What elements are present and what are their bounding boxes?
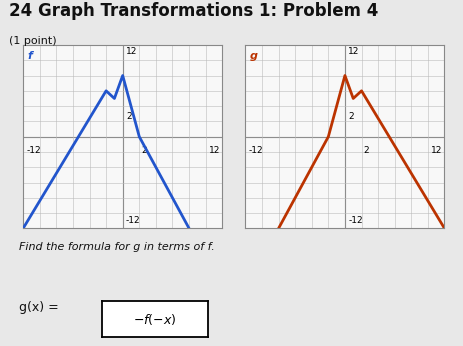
- Text: g: g: [250, 51, 257, 61]
- Text: -12: -12: [348, 216, 363, 225]
- Text: -12: -12: [126, 216, 141, 225]
- Text: 12: 12: [126, 47, 138, 56]
- Text: 2: 2: [141, 146, 147, 155]
- Text: Find the formula for g in terms of f.: Find the formula for g in terms of f.: [19, 242, 214, 252]
- Text: f: f: [27, 51, 32, 61]
- Text: 12: 12: [209, 146, 220, 155]
- Text: -12: -12: [249, 146, 263, 155]
- Text: 2: 2: [126, 112, 131, 121]
- Text: -12: -12: [26, 146, 41, 155]
- Text: $-f(-x)$: $-f(-x)$: [133, 312, 177, 327]
- Text: (1 point): (1 point): [9, 36, 57, 46]
- Text: g(x) =: g(x) =: [19, 301, 58, 314]
- Text: 2: 2: [363, 146, 369, 155]
- Text: 12: 12: [432, 146, 443, 155]
- Text: 12: 12: [348, 47, 360, 56]
- Text: 2: 2: [348, 112, 354, 121]
- Text: 24 Graph Transformations 1: Problem 4: 24 Graph Transformations 1: Problem 4: [9, 2, 379, 20]
